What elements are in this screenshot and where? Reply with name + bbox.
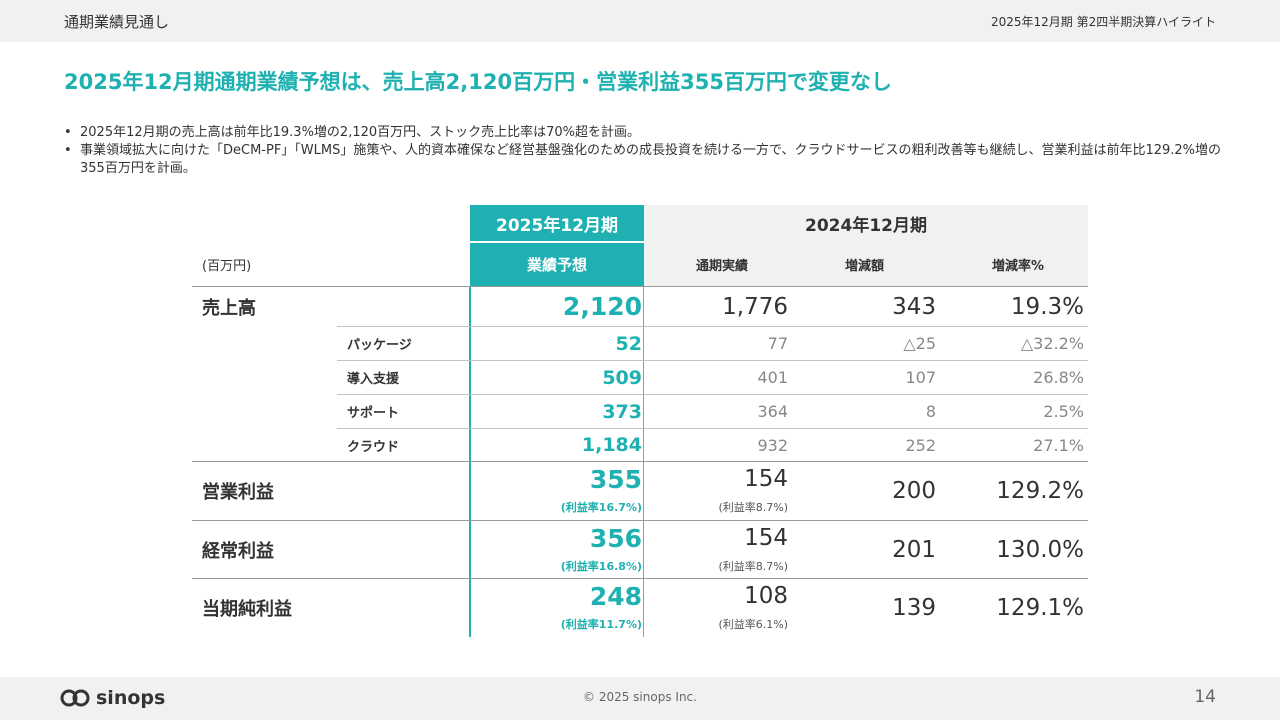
row-divider	[337, 428, 1088, 429]
rate-value: 26.8%	[1033, 368, 1084, 387]
forecast-value: 1,184	[581, 434, 642, 456]
actual-margin: (利益率8.7%)	[718, 560, 788, 573]
row-label: 経常利益	[202, 540, 274, 562]
section-title: 通期業績見通し	[64, 13, 170, 31]
header-fy2024: 2024年12月期	[805, 215, 927, 236]
forecast-value: 373	[602, 400, 642, 423]
actual-margin: (利益率6.1%)	[718, 618, 788, 631]
logo-text: sinops	[96, 687, 166, 709]
unit-label: (百万円)	[202, 259, 252, 274]
row-label: サポート	[347, 406, 400, 421]
header-actual: 通期実績	[695, 259, 748, 274]
rate-value: 27.1%	[1033, 435, 1084, 455]
bullet-item: 2025年12月期の売上高は前年比19.3%増の2,120百万円、ストック売上比…	[64, 124, 1224, 142]
company-logo: sinops	[60, 687, 165, 709]
actual-value: 154	[744, 466, 788, 492]
change-value: 8	[925, 402, 936, 421]
rate-value: 129.1%	[996, 595, 1084, 621]
header-fy2024-bg	[644, 205, 1088, 286]
forecast-value: 2,120	[562, 292, 642, 321]
forecast-value: 52	[615, 332, 642, 355]
page-number: 14	[1194, 687, 1216, 707]
change-value: 139	[892, 595, 936, 621]
footer-bar: sinops © 2025 sinops Inc. 14	[0, 677, 1280, 720]
actual-value: 108	[744, 583, 788, 609]
forecast-margin: (利益率16.8%)	[560, 560, 642, 573]
header-change: 増減額	[844, 259, 884, 274]
logo-mark-icon	[60, 689, 90, 707]
row-label: 当期純利益	[202, 599, 292, 620]
top-bar: 通期業績見通し 2025年12月期 第2四半期決算ハイライト	[0, 0, 1280, 42]
change-value: 200	[892, 478, 936, 504]
rate-value: 130.0%	[996, 536, 1084, 563]
row-divider	[192, 286, 1088, 287]
deck-title: 2025年12月期 第2四半期決算ハイライト	[990, 15, 1216, 29]
forecast-value: 356	[589, 523, 642, 553]
change-value: 107	[905, 368, 936, 387]
actual-value: 77	[767, 334, 788, 353]
row-label: 導入支援	[347, 372, 400, 387]
actual-margin: (利益率8.7%)	[718, 501, 788, 514]
forecast-value: 355	[589, 464, 642, 494]
rate-value: △32.2%	[1020, 334, 1084, 353]
forecast-value: 509	[602, 366, 642, 389]
change-value: 343	[892, 293, 936, 320]
forecast-value: 248	[589, 581, 642, 611]
forecast-table: 2025年12月期 業績予想 2024年12月期 通期実績 増減額 増減率% (…	[192, 205, 1088, 637]
row-divider	[192, 578, 1088, 579]
header-forecast: 業績予想	[470, 243, 644, 286]
change-value: 252	[905, 435, 936, 455]
row-divider	[337, 326, 1088, 327]
row-label: 売上高	[202, 297, 256, 319]
actual-value: 154	[744, 525, 788, 551]
row-divider	[192, 520, 1088, 521]
row-label: クラウド	[347, 439, 400, 455]
bullet-item: 事業領域拡大に向けた「DeCM-PF」「WLMS」施策や、人的資本確保など経営基…	[64, 142, 1224, 178]
row-divider	[337, 360, 1088, 361]
actual-value: 1,776	[722, 293, 788, 320]
row-divider	[337, 394, 1088, 395]
rate-value: 2.5%	[1043, 402, 1084, 421]
rate-value: 19.3%	[1010, 293, 1084, 320]
forecast-margin: (利益率11.7%)	[560, 618, 642, 631]
change-value: △25	[903, 334, 936, 353]
page-headline: 2025年12月期通期業績予想は、売上高2,120百万円・営業利益355百万円で…	[64, 70, 892, 94]
copyright: © 2025 sinops Inc.	[583, 690, 697, 704]
bullet-list: 2025年12月期の売上高は前年比19.3%増の2,120百万円、ストック売上比…	[64, 124, 1224, 178]
actual-value: 401	[757, 368, 788, 387]
row-label: パッケージ	[347, 338, 412, 353]
forecast-margin: (利益率16.7%)	[560, 501, 642, 514]
change-value: 201	[892, 536, 936, 563]
header-fy2025: 2025年12月期	[470, 205, 644, 241]
header-rate: 増減率%	[991, 259, 1044, 274]
rate-value: 129.2%	[996, 478, 1084, 504]
row-divider	[192, 461, 1088, 462]
row-label: 営業利益	[202, 482, 274, 503]
actual-value: 932	[757, 435, 788, 455]
actual-value: 364	[757, 402, 788, 421]
